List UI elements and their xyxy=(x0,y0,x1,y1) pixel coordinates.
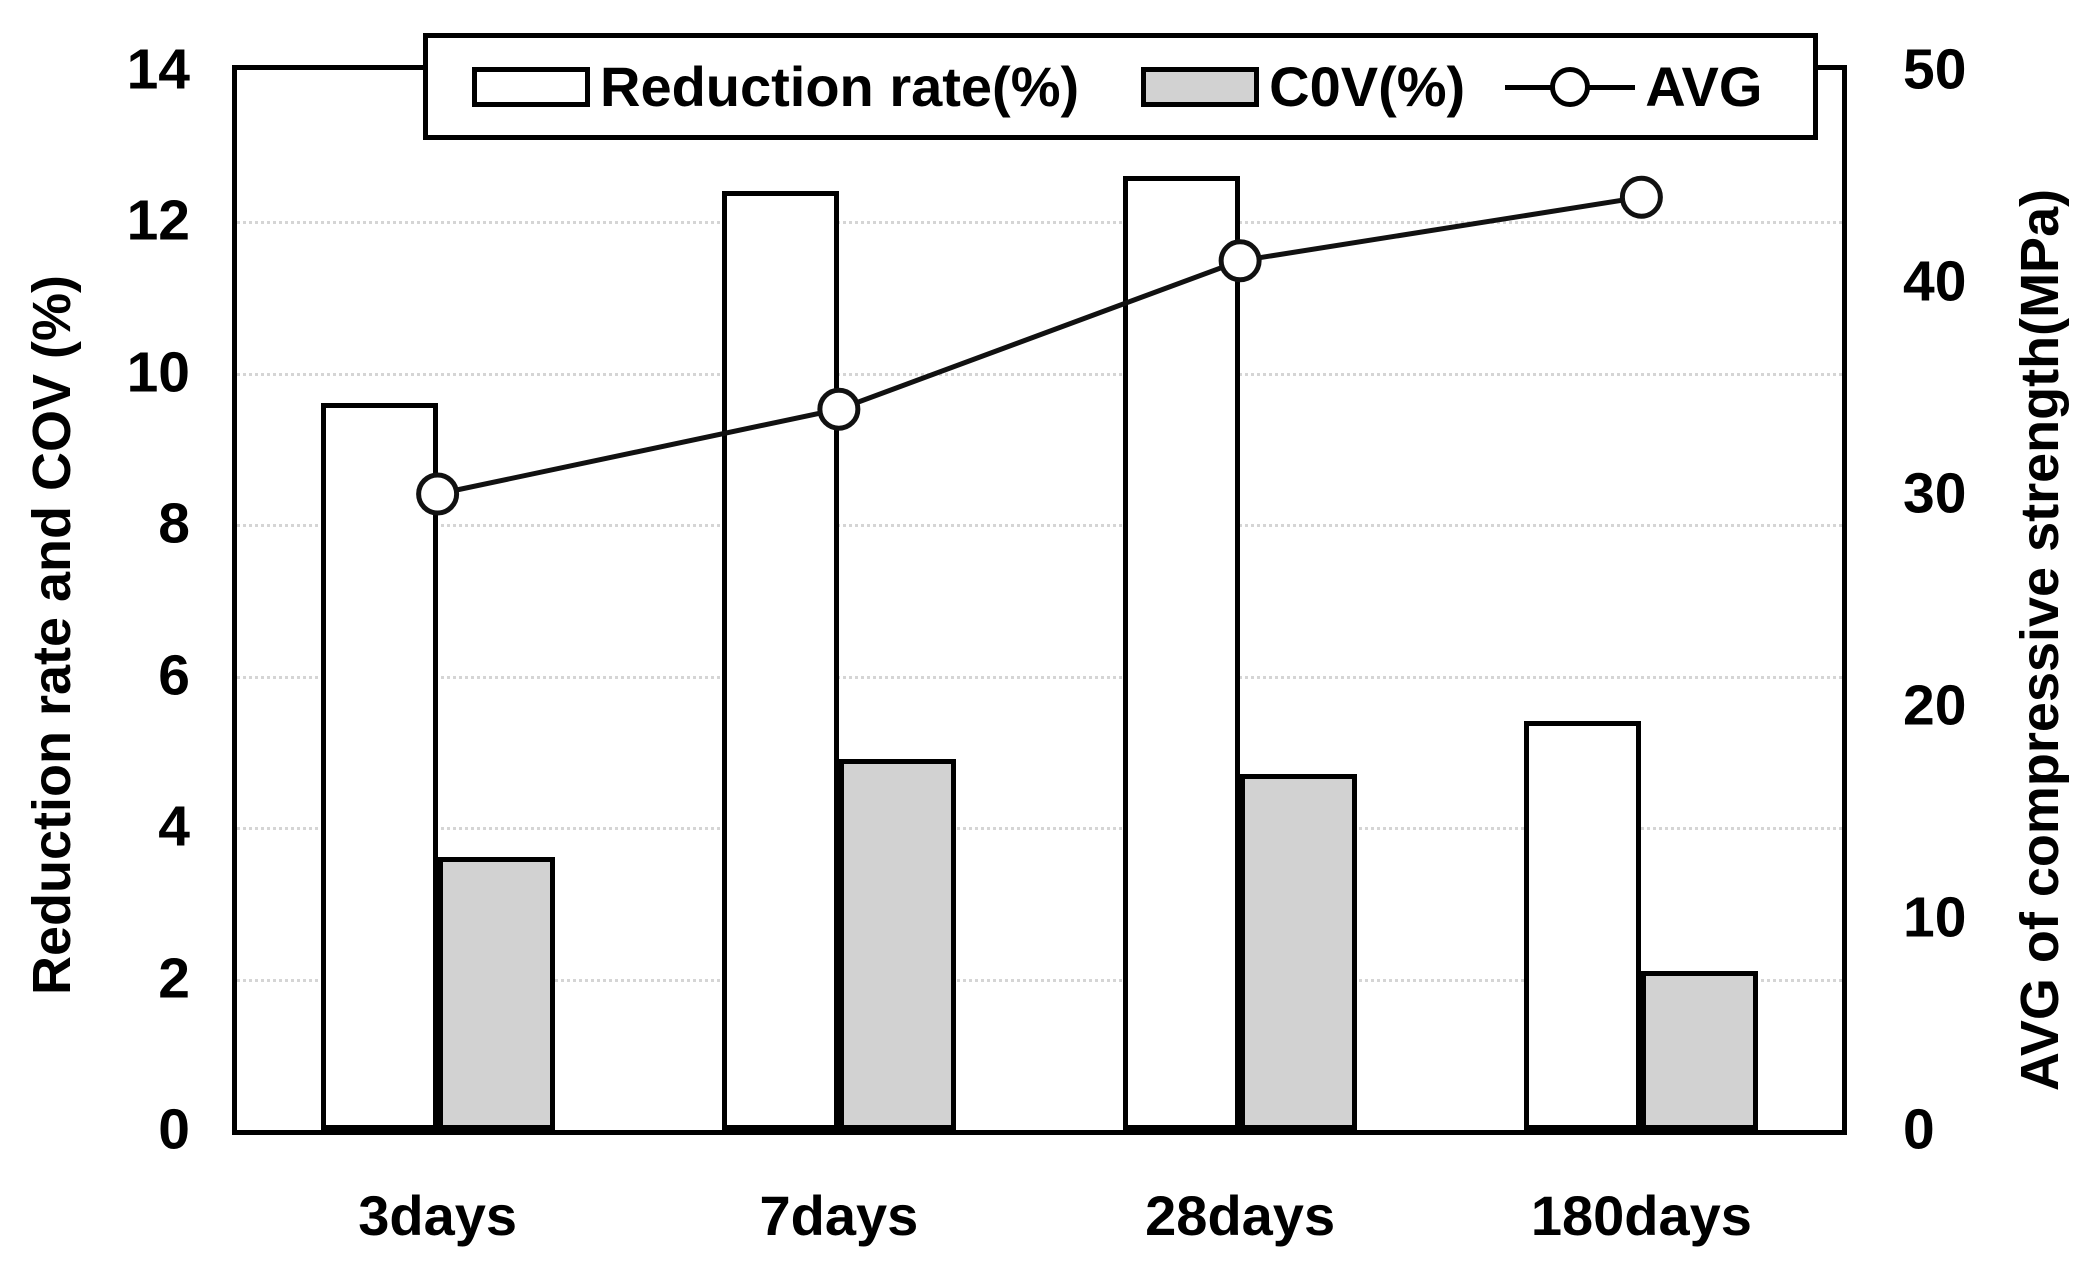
bar-reduction-rate xyxy=(320,403,438,1130)
right-axis-tick-label: 50 xyxy=(1903,37,1967,102)
avg-marker xyxy=(1218,239,1262,283)
right-axis-title: AVG of compressive strength(MPa) xyxy=(2010,188,2070,1092)
avg-marker xyxy=(1619,175,1663,219)
gridline xyxy=(237,675,1842,679)
bar-reduction-rate xyxy=(721,191,839,1130)
right-axis-tick-label: 10 xyxy=(1903,885,1967,950)
right-axis-tick-label: 30 xyxy=(1903,461,1967,526)
legend-label-reduction-rate: Reduction rate(%) xyxy=(600,54,1080,118)
left-axis-tick-label: 14 xyxy=(126,37,190,102)
reduction-rate-swatch-icon xyxy=(472,66,590,107)
x-axis-tick-label: 28days xyxy=(1145,1184,1336,1247)
gridline xyxy=(237,978,1842,982)
bar-cov xyxy=(437,857,555,1130)
avg-marker xyxy=(416,472,460,516)
gridline xyxy=(237,221,1842,225)
bar-cov xyxy=(838,759,956,1130)
avg-line-marker-icon xyxy=(1505,65,1636,109)
gridline xyxy=(237,827,1842,831)
left-axis-tick-label: 8 xyxy=(158,491,190,556)
legend-item-reduction-rate: Reduction rate(%) xyxy=(472,54,1080,118)
bar-cov xyxy=(1641,971,1759,1130)
left-axis-tick-label: 12 xyxy=(126,188,190,253)
bar-cov xyxy=(1240,774,1358,1130)
left-axis-tick-label: 0 xyxy=(158,1097,190,1162)
legend-label-cov: C0V(%) xyxy=(1269,54,1466,118)
left-axis-tick-label: 4 xyxy=(158,794,190,859)
plot-area xyxy=(232,65,1847,1135)
left-axis-tick-label: 6 xyxy=(158,643,190,708)
bar-reduction-rate xyxy=(1123,176,1241,1130)
left-axis-tick-label: 10 xyxy=(126,340,190,405)
avg-line xyxy=(437,194,1642,497)
legend: Reduction rate(%) C0V(%) AVG xyxy=(423,33,1818,140)
x-axis-tick-label: 7days xyxy=(759,1184,919,1247)
x-axis-tick-label: 180days xyxy=(1530,1184,1752,1247)
legend-item-cov: C0V(%) xyxy=(1141,54,1466,118)
gridline xyxy=(237,524,1842,528)
cov-swatch-icon xyxy=(1141,66,1260,107)
legend-label-avg: AVG xyxy=(1645,54,1763,118)
bar-reduction-rate xyxy=(1524,721,1642,1130)
x-axis-tick-label: 3days xyxy=(358,1184,518,1247)
right-axis-tick-label: 40 xyxy=(1903,249,1967,314)
right-axis-tick-label: 20 xyxy=(1903,673,1967,738)
legend-item-avg: AVG xyxy=(1505,54,1763,118)
left-axis-tick-label: 2 xyxy=(158,946,190,1011)
gridline xyxy=(237,372,1842,376)
right-axis-tick-label: 0 xyxy=(1903,1097,1935,1162)
avg-line-layer xyxy=(416,175,1663,516)
avg-marker xyxy=(817,387,861,431)
